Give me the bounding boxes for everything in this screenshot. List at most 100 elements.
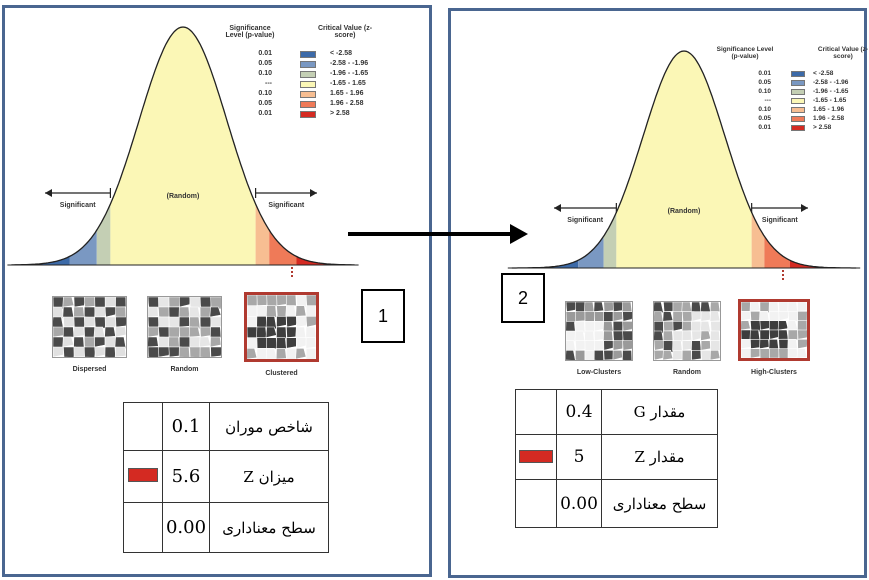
map-polygon [178,306,191,319]
map-polygon [575,301,586,313]
map-polygon [276,326,287,340]
map-polygon [621,301,633,313]
map-polygon [691,340,702,351]
legend-zscore: -1.65 - 1.65 [813,97,847,104]
map-polygon [83,346,97,358]
legend-swatch [300,91,316,98]
map-thumbnail [147,296,224,360]
map-polygon [593,340,605,351]
table-row: 0.4 مقدار G [515,389,718,435]
map-polygon [305,294,319,308]
map-polygon [584,340,596,351]
map-polygon [114,326,127,338]
legend-swatch [791,98,805,104]
g-value: 0.4 [556,389,602,435]
map-polygon [768,320,780,331]
map-polygon [777,320,789,331]
map-thumbnail [244,292,319,362]
z-score-label: میزان Z [209,450,329,503]
map-polygon [740,320,751,331]
map-graphic [147,296,224,360]
map-polygon [691,349,702,361]
map-polygon [256,315,268,329]
table-row: 0.00 سطح معناداری [515,479,718,528]
curve-band [296,256,355,265]
legend-swatch [791,71,805,77]
map-label-high-clusters: High-Clusters [751,369,797,376]
map-polygon [778,301,790,312]
significance-value: 0.00 [162,502,210,553]
legend-pvalue: 0.01 [758,70,771,77]
map-polygon [575,349,586,362]
map-polygon [93,326,106,339]
map-polygon [178,316,191,328]
map-polygon [115,296,127,308]
map-label-low-clusters: Low-Clusters [576,369,622,376]
map-polygon [256,305,268,319]
legend-zscore: 1.65 - 1.96 [330,90,364,97]
stats-table-1: 0.1 شاخص موران 5.6 میزان Z 0.00 سطح معنا… [123,402,329,553]
map-polygon [681,349,693,363]
map-polygon [178,346,191,358]
map-polygon [199,336,211,348]
map-polygon [612,340,624,351]
map-polygon [797,338,809,350]
map-polygon [256,294,269,307]
curve-band [11,256,70,265]
legend-zscore: < -2.58 [330,50,352,57]
map-polygon [147,346,161,360]
map-polygon [305,315,319,328]
map-polygon [83,316,96,328]
map-polygon [778,348,790,361]
map-polygon [189,346,202,358]
map-polygon [709,301,721,312]
map-polygon [168,336,180,348]
map-polygon [158,316,171,328]
map-polygon [210,316,224,328]
legend-swatch [300,81,316,88]
number-box-2: 2 [501,273,545,323]
map-polygon [750,348,761,359]
legend-swatch [791,89,805,95]
map-polygon [73,326,85,338]
map-polygon [575,311,587,322]
map-polygon [768,301,780,313]
map-thumbnail [738,299,810,361]
legend-zscore: 1.96 - 2.58 [330,100,364,107]
legend-zscore: 1.96 - 2.58 [813,115,845,122]
moran-index-value: 0.1 [162,402,210,451]
table-row: 5.6 میزان Z [123,450,329,503]
map-polygon [759,348,771,360]
legend-zscore: > 2.58 [813,124,832,131]
bell-curve-2: Significant Significant (Random) [507,50,861,281]
map-polygon [740,348,752,359]
map-polygon [285,305,297,318]
map-polygon [104,326,116,338]
legend-zscore: -1.96 - -1.65 [813,88,849,95]
map-graphic [245,294,319,361]
map-polygon [565,330,577,342]
legend-header-zscore: Critical Value (z-score) [317,25,373,40]
number-box-1: 1 [361,289,405,343]
map-polygon [593,349,605,362]
legend-swatch [300,51,316,58]
map-polygon [246,305,259,318]
map-polygon [622,320,635,332]
map-polygon [700,311,711,322]
map-polygon [104,346,116,359]
map-polygon [188,306,201,319]
curve-outline [11,26,355,266]
legend-zscore: -1.65 - 1.65 [330,80,366,87]
map-polygon [114,346,127,358]
map-polygon [681,330,693,342]
bell-curve-1: Significant Significant (Random) [7,26,359,278]
map-polygon [305,305,317,318]
curve-band [255,204,270,265]
map-polygon [305,326,317,339]
map-polygon [787,301,798,312]
legend-swatch [791,80,805,86]
map-polygon [710,340,721,351]
map-polygon [158,296,170,308]
map-polygon [709,349,721,361]
map-polygon [797,320,808,331]
